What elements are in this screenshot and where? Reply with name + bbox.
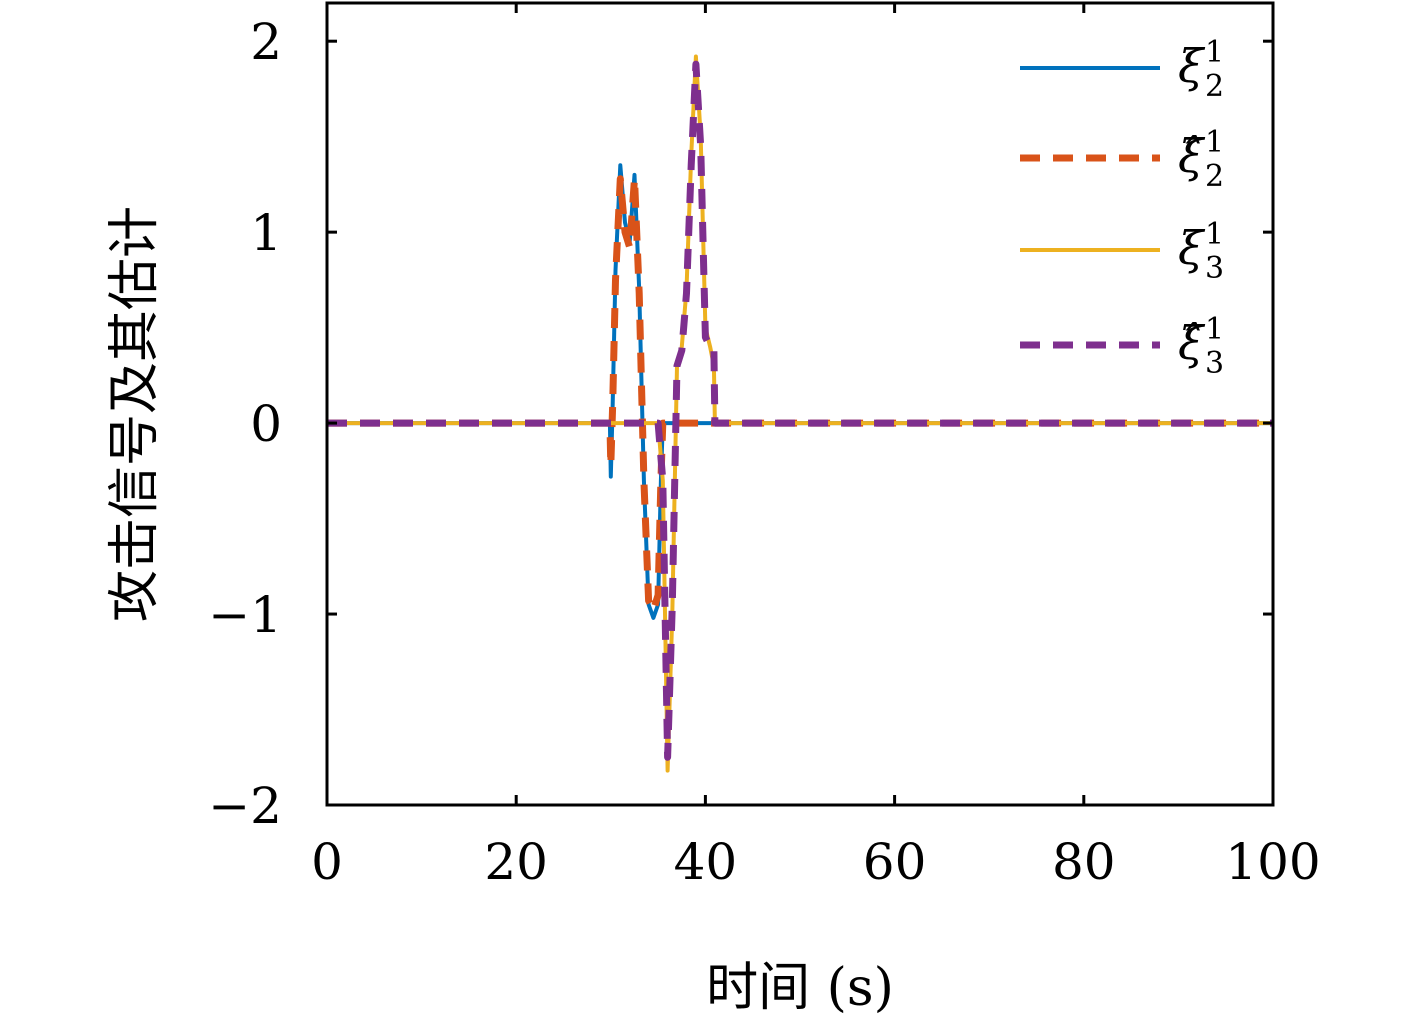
x-tick-label: 40 [674,833,738,891]
legend-superscript: 1 [1205,35,1224,70]
x-tick-label: 60 [863,833,927,891]
x-axis-label: 时间 (s) [706,958,894,1018]
series-layer [327,54,1273,773]
legend-subscript: 3 [1205,251,1224,286]
series-line-4 [327,60,1273,761]
y-axis-label: 攻击信号及其估计 [105,206,165,622]
series-line-2 [327,175,1273,614]
legend-superscript: 1 [1205,217,1224,252]
legend-label-2: ξ̂ [1178,129,1206,183]
y-tick-label: −2 [208,777,282,835]
legend-entry-1: ξ 12 [1178,35,1224,104]
legend-subscript: 2 [1205,69,1224,104]
y-tick-label: 0 [250,395,282,453]
series-line-1 [327,163,1273,620]
x-tick-label: 100 [1225,833,1320,891]
x-tick-label: 80 [1052,833,1116,891]
axes-box [325,1,1275,807]
legend-label-3: ξ [1178,221,1206,275]
legend-label-4: ξ̂ [1178,316,1206,370]
legend-subscript: 2 [1205,159,1224,194]
legend: ξ 12ξ̂ 12ξ 13ξ̂ 13 [1020,35,1224,381]
legend-label-1: ξ [1178,39,1206,93]
legend-superscript: 1 [1205,312,1224,347]
legend-subscript: 3 [1205,346,1224,381]
x-tick-label: 0 [311,833,343,891]
legend-entry-2: ξ̂ 12 [1178,125,1224,194]
y-tick-label: −1 [208,586,282,644]
legend-entry-3: ξ 13 [1178,217,1224,286]
y-tick-label: 2 [250,13,282,71]
series-line-3 [327,54,1273,773]
legend-entry-4: ξ̂ 13 [1178,312,1224,381]
x-tick-label: 20 [484,833,548,891]
legend-superscript: 1 [1205,125,1224,160]
y-tick-label: 1 [250,204,282,262]
